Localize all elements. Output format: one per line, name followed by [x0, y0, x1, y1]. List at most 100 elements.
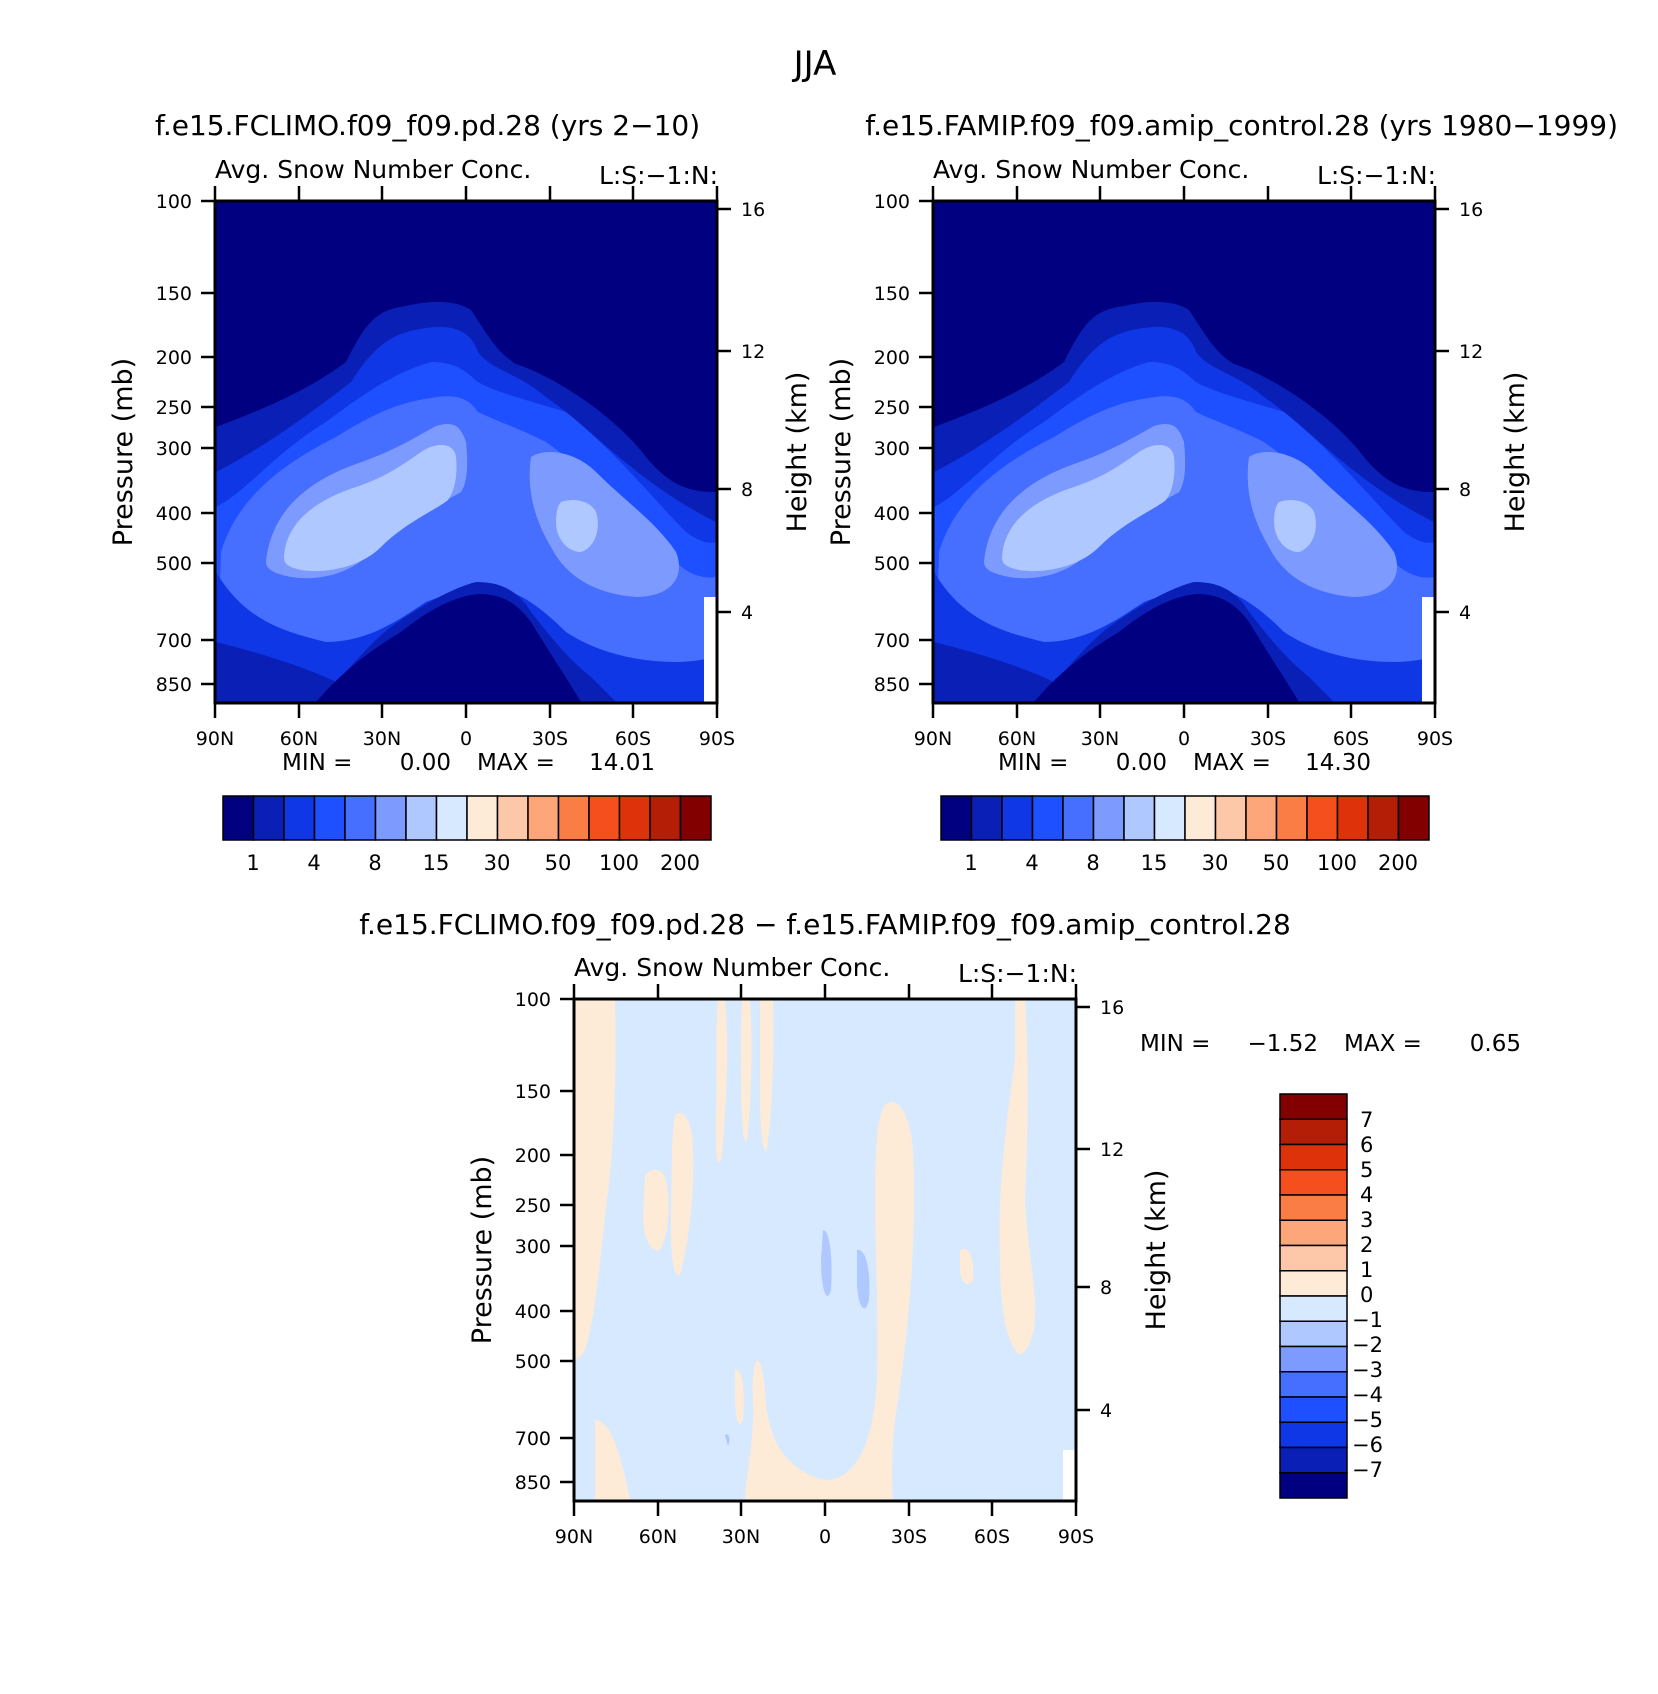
colorbar-swatch [679, 795, 712, 841]
colorbar-label: 4 [1025, 851, 1038, 875]
y-tick-label: 150 [874, 283, 910, 305]
y-tick-label: 700 [515, 1428, 551, 1450]
y-tick-label: 150 [515, 1081, 551, 1103]
min-value: −1.52 [1248, 1031, 1318, 1057]
x-tick-label: 90S [1058, 1526, 1094, 1548]
colorbar-swatch [344, 795, 377, 841]
colorbar-swatch [1279, 1169, 1348, 1196]
y-tick-label: 200 [874, 347, 910, 369]
colorbar-swatch [588, 795, 621, 841]
x-tick-label: 30S [532, 728, 568, 750]
colorbar-swatch [313, 795, 346, 841]
colorbar-swatch [1279, 1244, 1348, 1272]
y-axis-label: Pressure (mb) [108, 358, 139, 546]
x-tick-label: 90S [699, 728, 735, 750]
x-tick-label: 90S [1417, 728, 1453, 750]
colorbar-swatch [1279, 1270, 1348, 1297]
colorbar-swatch [1123, 795, 1156, 841]
colorbar-swatch [1279, 1219, 1348, 1247]
y-right-tick-label: 12 [1459, 341, 1483, 363]
panel-subtitle-right: L:S:−1:N: [1317, 161, 1436, 190]
y-tick-label: 300 [874, 438, 910, 460]
colorbar-swatch [649, 795, 682, 841]
min-label: MIN = [998, 750, 1068, 776]
colorbar-swatch [527, 795, 560, 841]
colorbar-swatch [1279, 1371, 1348, 1398]
panel-fclimo: f.e15.FCLIMO.f09_f09.pd.28 (yrs 2−10) Av… [108, 109, 813, 875]
colorbar-label: −4 [1352, 1383, 1383, 1407]
colorbar-label: 4 [1360, 1183, 1373, 1207]
x-tick-label: 60S [1333, 728, 1369, 750]
colorbar-swatch [496, 795, 529, 841]
figure-title: JJA [792, 44, 837, 84]
colorbar-swatch [1092, 795, 1125, 841]
colorbar-swatch [1279, 1093, 1348, 1120]
colorbar-swatch [1336, 795, 1369, 841]
y-tick-label: 250 [156, 397, 192, 419]
y-tick-label: 500 [515, 1351, 551, 1373]
colorbar-label: 30 [1202, 851, 1229, 875]
x-tick-label: 0 [1178, 728, 1190, 750]
y-tick-label: 400 [156, 503, 192, 525]
y-right-tick-label: 16 [1100, 997, 1124, 1019]
colorbar-swatch [405, 795, 438, 841]
colorbar-label: 3 [1360, 1208, 1373, 1232]
colorbar-swatch [1275, 795, 1308, 841]
y-right-axis-label: Height (km) [1500, 372, 1531, 533]
colorbar: 7 6 5 4 3 2 1 0 −1 −2 −3 −4 −5 −6 −7 [1279, 1093, 1383, 1499]
y-tick-label: 200 [515, 1145, 551, 1167]
colorbar-swatch [1397, 795, 1430, 841]
colorbar-swatch [970, 795, 1003, 841]
y-tick-label: 400 [874, 503, 910, 525]
colorbar-swatch [1279, 1320, 1348, 1348]
colorbar-label: 8 [1086, 851, 1099, 875]
colorbar-swatch [283, 795, 316, 841]
y-right-axis-label: Height (km) [782, 372, 813, 533]
ticks [560, 984, 1090, 1516]
colorbar-swatch [1279, 1295, 1348, 1322]
colorbar-swatch [1367, 795, 1400, 841]
y-tick-label: 100 [515, 989, 551, 1011]
colorbar-swatch [222, 795, 255, 841]
y-tick-label: 700 [156, 630, 192, 652]
colorbar-label: 200 [1378, 851, 1418, 875]
colorbar: 1 4 8 15 30 50 100 200 [222, 795, 712, 875]
colorbar-label: 1 [964, 851, 977, 875]
y-right-tick-label: 8 [1459, 479, 1471, 501]
colorbar: 1 4 8 15 30 50 100 200 [940, 795, 1430, 875]
max-label: MAX = [1193, 750, 1271, 776]
colorbar-label: −6 [1352, 1433, 1383, 1457]
colorbar-label: 200 [660, 851, 700, 875]
colorbar-swatch [1279, 1472, 1348, 1499]
colorbar-label: 50 [545, 851, 572, 875]
colorbar-label: 15 [423, 851, 450, 875]
colorbar-label: 8 [368, 851, 381, 875]
max-value: 14.30 [1305, 750, 1371, 776]
y-tick-label: 100 [874, 191, 910, 213]
colorbar-label: 4 [307, 851, 320, 875]
y-right-tick-label: 8 [741, 479, 753, 501]
y-right-tick-label: 16 [1459, 199, 1483, 221]
panel-subtitle-left: Avg. Snow Number Conc. [933, 155, 1249, 184]
x-tick-label: 30N [1081, 728, 1119, 750]
min-value: 0.00 [1116, 750, 1167, 776]
x-tick-label: 60N [639, 1526, 677, 1548]
ticks [201, 186, 731, 718]
y-right-axis-label: Height (km) [1141, 1170, 1172, 1331]
x-tick-label: 60S [615, 728, 651, 750]
colorbar-label: 100 [599, 851, 639, 875]
colorbar-swatch [374, 795, 407, 841]
colorbar-label: −5 [1352, 1408, 1383, 1432]
min-value: 0.00 [400, 750, 451, 776]
y-right-tick-label: 8 [1100, 1277, 1112, 1299]
colorbar-swatch [1214, 795, 1247, 841]
y-tick-label: 200 [156, 347, 192, 369]
colorbar-label: 5 [1360, 1158, 1373, 1182]
panel-title: f.e15.FCLIMO.f09_f09.pd.28 (yrs 2−10) [155, 109, 700, 142]
contour-field [575, 1000, 1075, 1500]
colorbar-label: 50 [1263, 851, 1290, 875]
y-right-tick-label: 4 [1100, 1400, 1112, 1422]
y-tick-label: 700 [874, 630, 910, 652]
colorbar-label: 30 [484, 851, 511, 875]
y-tick-label: 250 [874, 397, 910, 419]
